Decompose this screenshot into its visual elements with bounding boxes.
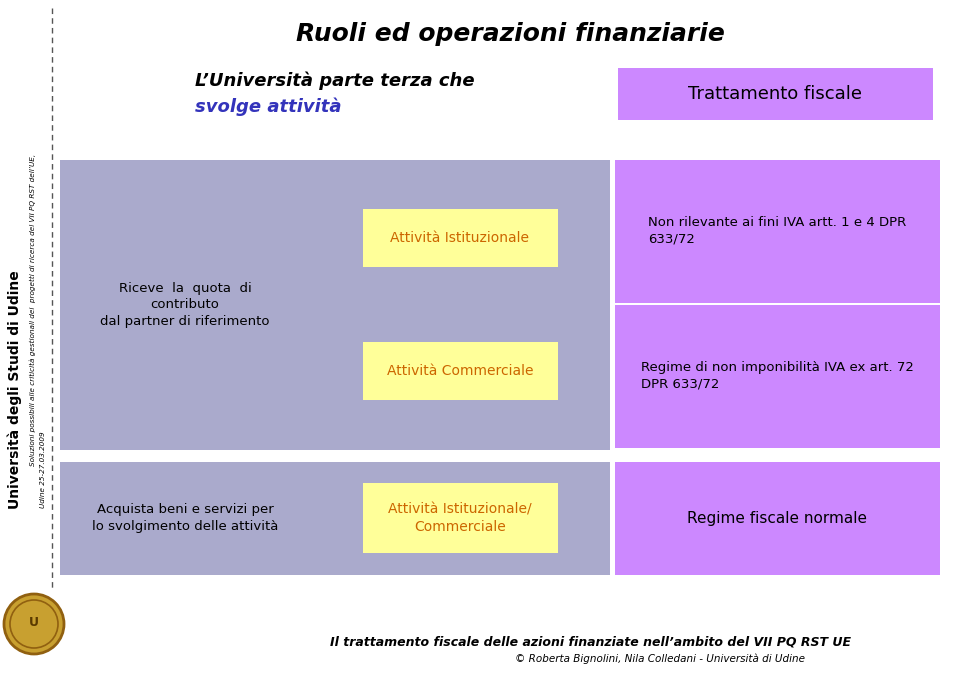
Text: svolge attività: svolge attività — [195, 98, 342, 117]
Text: Attività Istituzionale: Attività Istituzionale — [391, 231, 530, 245]
Text: Università degli Studi di Udine: Università degli Studi di Udine — [8, 270, 22, 510]
FancyBboxPatch shape — [318, 308, 603, 435]
Circle shape — [4, 594, 64, 654]
FancyBboxPatch shape — [318, 175, 603, 302]
Text: Attività Commerciale: Attività Commerciale — [387, 364, 533, 378]
Text: L’Università parte terza che: L’Università parte terza che — [195, 72, 474, 91]
FancyBboxPatch shape — [618, 68, 933, 120]
FancyBboxPatch shape — [363, 342, 558, 400]
FancyBboxPatch shape — [363, 209, 558, 267]
Text: Udine 25-27.03.2009: Udine 25-27.03.2009 — [40, 431, 46, 508]
FancyBboxPatch shape — [615, 160, 940, 303]
Text: Regime di non imponibilità IVA ex art. 72
DPR 633/72: Regime di non imponibilità IVA ex art. 7… — [640, 362, 913, 391]
FancyBboxPatch shape — [615, 462, 940, 575]
Text: Soluzioni possibili alle criticità gestionali dei  progetti di ricerca del VII P: Soluzioni possibili alle criticità gesti… — [30, 154, 36, 466]
Text: Non rilevante ai fini IVA artt. 1 e 4 DPR
633/72: Non rilevante ai fini IVA artt. 1 e 4 DP… — [648, 216, 906, 246]
Text: Ruoli ed operazioni finanziarie: Ruoli ed operazioni finanziarie — [296, 22, 725, 46]
Text: Regime fiscale normale: Regime fiscale normale — [687, 510, 867, 525]
FancyBboxPatch shape — [60, 160, 610, 450]
Text: Il trattamento fiscale delle azioni finanziate nell’ambito del VII PQ RST UE: Il trattamento fiscale delle azioni fina… — [329, 635, 851, 648]
FancyBboxPatch shape — [363, 483, 558, 553]
Text: Attività Istituzionale/
Commerciale: Attività Istituzionale/ Commerciale — [388, 502, 532, 534]
Text: Trattamento fiscale: Trattamento fiscale — [688, 85, 862, 103]
Text: U: U — [29, 615, 39, 628]
Text: Acquista beni e servizi per
lo svolgimento delle attività: Acquista beni e servizi per lo svolgimen… — [92, 504, 278, 533]
Text: Riceve  la  quota  di
contributo
dal partner di riferimento: Riceve la quota di contributo dal partne… — [100, 282, 270, 328]
FancyBboxPatch shape — [615, 305, 940, 448]
Text: © Roberta Bignolini, Nila Colledani - Università di Udine: © Roberta Bignolini, Nila Colledani - Un… — [515, 654, 805, 664]
FancyBboxPatch shape — [60, 462, 610, 575]
